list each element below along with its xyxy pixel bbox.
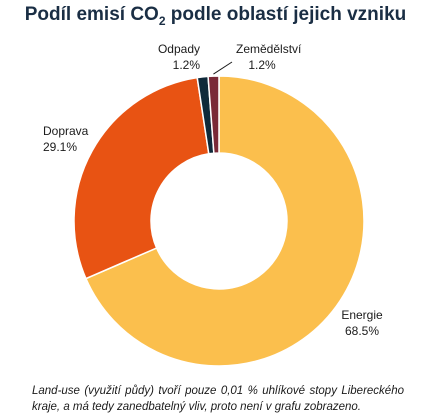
slice-zemědělství	[207, 75, 220, 154]
slice-label-zemědělství: Zemědělství	[236, 42, 302, 56]
slice-energie	[84, 75, 365, 367]
slice-doprava	[73, 76, 210, 280]
chart-title: Podíl emisí CO2 podle oblastí jejich vzn…	[24, 4, 407, 28]
slice-value-energie: 68.5%	[345, 324, 379, 338]
slice-value-odpady: 1.2%	[173, 58, 201, 72]
footnote: Land-use (využití půdy) tvoří pouze 0,01…	[32, 385, 404, 413]
slice-label-energie: Energie	[341, 308, 383, 322]
slice-label-doprava: Doprava	[43, 124, 89, 138]
leader-line-zemedelstvi	[213, 61, 233, 75]
slice-value-zemědělství: 1.2%	[248, 58, 276, 72]
slice-value-doprava: 29.1%	[43, 140, 77, 154]
slice-label-odpady: Odpady	[158, 42, 200, 56]
